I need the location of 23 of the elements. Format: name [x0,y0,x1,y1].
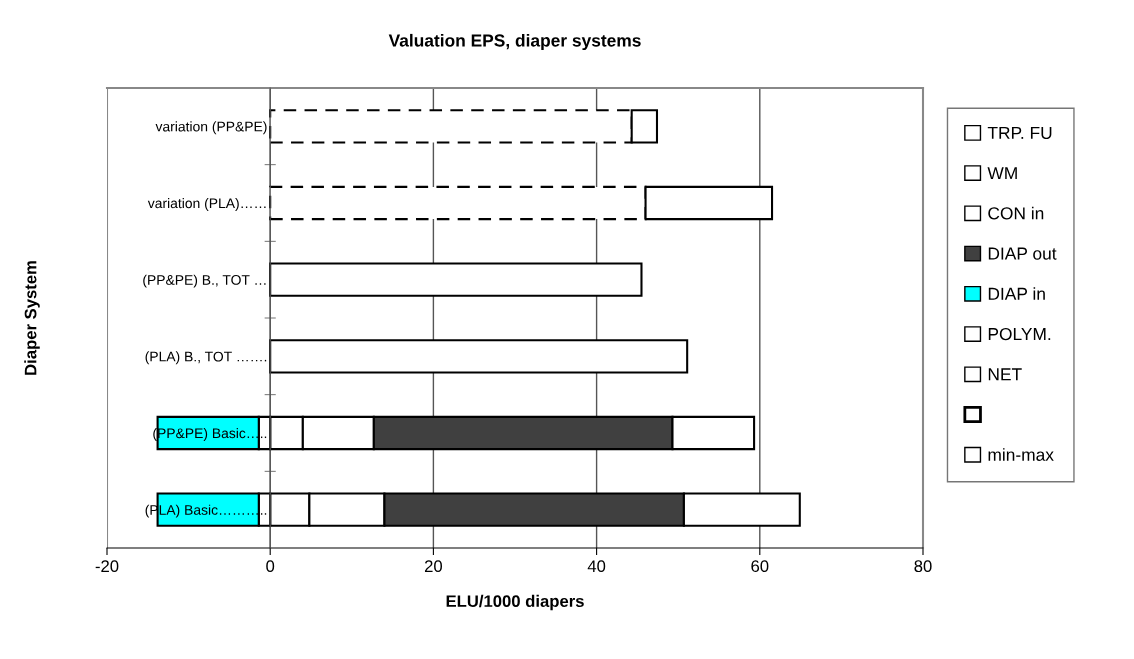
legend-label: POLYM. [988,327,1051,341]
y-axis-title: Diaper System [24,261,40,375]
x-tick-label: 60 [751,560,769,573]
bar [269,262,643,297]
legend-label: CON in [988,206,1044,220]
chart-title: Valuation EPS, diaper systems [388,33,641,51]
legend-label: WM [987,167,1017,180]
x-tick-label: 0 [266,560,275,573]
y-tick-label: (PP&PE) B., TOT … [143,274,266,288]
legend-label: DIAP in [988,287,1045,300]
y-tick-label: (PLA) B., TOT ……. [145,351,267,365]
x-axis-title: ELU/1000 diapers [446,594,584,611]
legend-label: min-max [988,448,1054,461]
x-tick-label: 20 [424,560,443,573]
y-tick-label: variation (PLA)…… [147,197,266,211]
legend-label: DIAP out [988,247,1057,260]
x-tick-label: 80 [914,560,932,573]
x-tick-label: -20 [95,560,119,573]
x-tick-label: 40 [587,560,606,573]
legend-label: TRP. FU [987,126,1052,140]
bar [269,339,689,374]
legend-label: NET [988,368,1022,381]
y-tick-label: variation (PP&PE) [155,121,267,135]
